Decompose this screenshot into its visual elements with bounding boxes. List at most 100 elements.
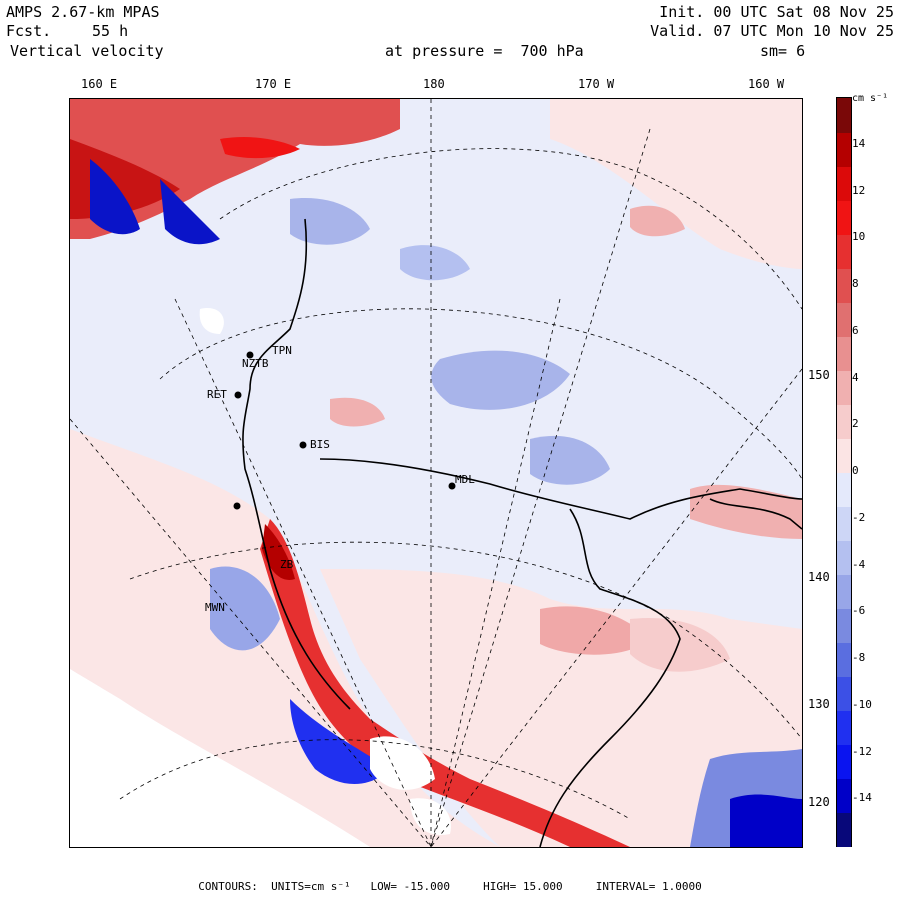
colorbar-segment <box>837 370 851 405</box>
station-tpn: TPN <box>272 344 292 357</box>
colorbar-segment <box>837 574 851 609</box>
footer-interval: INTERVAL= 1.0000 <box>595 880 702 893</box>
colorbar-tick-label: 2 <box>852 417 859 431</box>
footer-units: UNITS=cm s⁻¹ <box>271 880 351 893</box>
map-panel: TPN NZTB RET BIS MDL ZB MWN <box>69 98 803 848</box>
coastlines <box>242 218 802 847</box>
lat-label-140w: 140 W <box>808 570 845 584</box>
meridian-150w <box>430 368 802 847</box>
meridian-170e <box>174 298 432 847</box>
colorbar-tick-label: 0 <box>852 464 859 477</box>
field-name: Vertical velocity <box>10 42 164 60</box>
lon-label-160e: 160 E <box>81 77 118 91</box>
colorbar-segment <box>837 540 851 575</box>
colorbar-tick-label: -4 <box>852 557 866 571</box>
colorbar-tick-label: -6 <box>852 604 866 618</box>
blue-patch-east <box>530 435 610 485</box>
colorbar-tick-label: 10 <box>852 230 866 244</box>
init-time: Init. 00 UTC Sat 08 Nov 25 <box>659 3 894 21</box>
meridian-160e <box>70 418 432 847</box>
footer: CONTOURS: UNITS=cm s⁻¹ LOW= -15.000 HIGH… <box>0 880 900 893</box>
colorbar-segment <box>837 438 851 473</box>
vertical-velocity-map <box>70 99 802 847</box>
valid-time: Valid. 07 UTC Mon 10 Nov 25 <box>650 22 894 40</box>
station-nztb: NZTB <box>242 357 269 370</box>
transantarctic-red-band <box>260 519 630 847</box>
footer-low: LOW= -15.000 <box>370 880 450 893</box>
forecast-hours: 55 h <box>92 22 129 40</box>
pink-region-northeast <box>550 99 802 269</box>
model-title: AMPS 2.67-km MPAS <box>6 3 160 21</box>
red-patch-shelf <box>540 606 650 655</box>
marker-ret <box>234 391 242 399</box>
no-data-patch <box>199 308 224 334</box>
outside-domain <box>70 669 370 847</box>
colorbar-tick-label: 6 <box>852 323 859 337</box>
colorbar-segment <box>837 268 851 303</box>
colorbar-segment <box>837 506 851 541</box>
north-blue-core-2 <box>160 179 220 245</box>
colorbar-segment <box>837 676 851 711</box>
colorbar-tick-label: -8 <box>852 651 866 664</box>
colorbar-tick-label: 12 <box>852 183 866 197</box>
blue-patch-transantarctic <box>210 566 280 651</box>
forecast-label: Fcst. <box>6 22 52 40</box>
transantarctic-blue-core <box>290 699 390 784</box>
pressure-level: at pressure = 700 hPa <box>385 42 584 60</box>
marker-bis <box>299 441 307 449</box>
transantarctic-dark-red <box>262 524 295 580</box>
station-bis: BIS <box>310 438 330 451</box>
marker-mdl <box>448 482 456 490</box>
blue-patch-north <box>290 198 370 245</box>
station-markers <box>233 351 456 510</box>
colorbar-tick-label: -14 <box>852 791 872 805</box>
red-patch-ross-sea <box>330 397 385 427</box>
colorbar <box>836 97 852 847</box>
colorbar-segment <box>837 472 851 507</box>
colorbar-segment <box>837 778 851 813</box>
footer-high: HIGH= 15.000 <box>483 880 563 893</box>
no-data-region <box>370 736 435 790</box>
lat-label-150w: 150 W <box>808 368 845 382</box>
blue-patch-central <box>431 350 570 410</box>
marie-byrd-red <box>690 484 802 539</box>
station-mdl: MDL <box>455 473 475 486</box>
colorbar-segment <box>837 608 851 643</box>
lon-label-170w: 170 W <box>578 77 615 91</box>
station-mwn: MWN <box>205 601 225 614</box>
colorbar-segment <box>837 404 851 439</box>
red-patch-east-shelf <box>630 618 730 672</box>
footer-contours-label: CONTOURS: <box>198 880 258 893</box>
colorbar-segment <box>837 642 851 677</box>
colorbar-tick-label: -2 <box>852 510 866 524</box>
colorbar-segment <box>837 200 851 235</box>
lon-label-170e: 170 E <box>255 77 292 91</box>
parallel-north <box>219 148 802 310</box>
meridian-160w <box>430 128 651 847</box>
southeast-blue-core <box>730 794 802 847</box>
marker-nztb <box>246 351 254 359</box>
lat-label-120w: 120 W <box>808 795 845 809</box>
colorbar-tick-label: -10 <box>852 697 872 711</box>
ross-ice-shelf-front <box>319 458 802 520</box>
colorbar-tick-label: 8 <box>852 277 859 290</box>
lon-label-180: 180 <box>423 77 445 91</box>
north-blue-core <box>90 159 140 235</box>
north-red-core <box>220 137 300 159</box>
colorbar-segment <box>837 336 851 371</box>
colorbar-tick-label: -12 <box>852 744 872 758</box>
colorbar-segment <box>837 98 851 133</box>
victoria-land-coast <box>242 218 351 710</box>
colorbar-segment <box>837 166 851 201</box>
blue-patch-scatter <box>400 245 470 281</box>
station-zb: ZB <box>280 558 294 571</box>
marker-unlabeled <box>233 502 241 510</box>
parallel-south <box>129 541 802 740</box>
siple-coast-grounding-line <box>539 508 681 847</box>
meridian-170w <box>430 298 561 847</box>
marie-byrd-coast <box>709 498 802 530</box>
smoothing-value: sm= 6 <box>760 42 806 60</box>
colorbar-segment <box>837 744 851 779</box>
colorbar-segment <box>837 132 851 167</box>
colorbar-segment <box>837 812 851 847</box>
